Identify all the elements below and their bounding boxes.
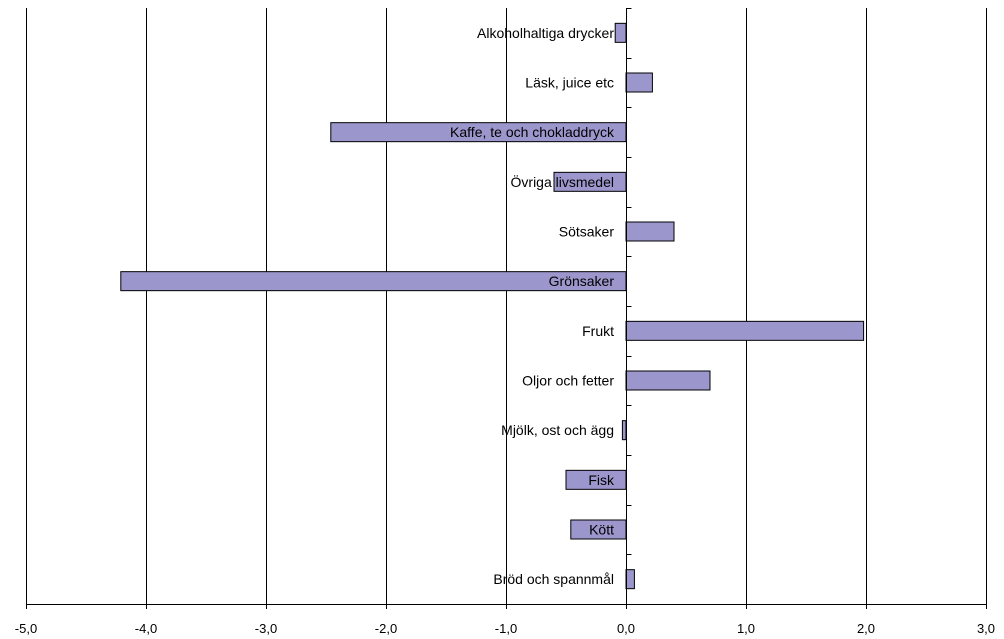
bar [625,569,635,590]
x-tick-label: -5,0 [15,621,37,636]
x-tick-labels: -5,0 -4,0 -3,0 -2,0 -1,0 0,0 1,0 2,0 3,0 [15,621,995,636]
bar [625,320,865,341]
category-labels: Alkoholhaltiga drycker Läsk, juice etc Kaf… [450,25,615,587]
x-tick-label: -2,0 [375,621,397,636]
bar [614,22,627,43]
bar [625,221,675,242]
x-tick-label: 2,0 [857,621,875,636]
bar [621,420,627,441]
bars [120,22,865,590]
x-tick-label: -1,0 [495,621,517,636]
x-tick-label: -3,0 [255,621,277,636]
bar [625,72,653,93]
x-tick-label: -4,0 [135,621,157,636]
category-label: Frukt [582,323,614,339]
category-label: Läsk, juice etc [525,75,614,91]
category-label: Sötsaker [559,224,615,240]
category-label: Kaffe, te och chokladdryck [450,124,615,140]
axes [26,8,987,609]
category-label: Bröd och spannmål [493,571,614,587]
x-tick-label: 1,0 [737,621,755,636]
category-label: Alkoholhaltiga drycker [477,25,614,41]
category-label: Övriga livsmedel [511,173,614,190]
category-label: Oljor och fetter [522,373,614,389]
category-label: Grönsaker [549,273,615,289]
category-label: Kött [589,522,614,538]
category-label: Fisk [588,472,615,488]
gridlines [26,8,987,604]
x-tick-label: 3,0 [977,621,995,636]
x-tick-label: 0,0 [617,621,635,636]
bar [625,370,711,391]
category-label: Mjölk, ost och ägg [501,422,614,438]
